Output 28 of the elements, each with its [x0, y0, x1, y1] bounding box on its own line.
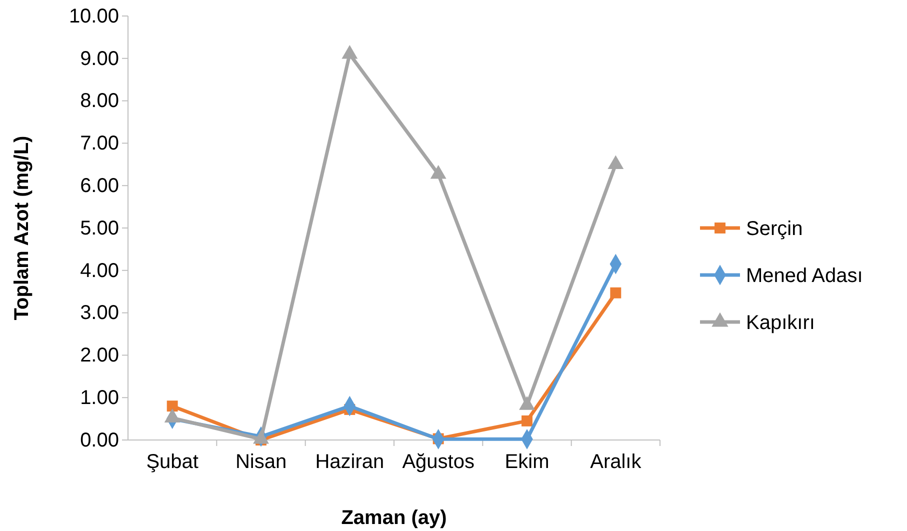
point [522, 415, 532, 426]
x-tick-label: Aralık [590, 451, 642, 474]
y-tick-label: 3.00 [80, 302, 119, 324]
legend-label: Mened Adası [746, 265, 863, 287]
y-tick-label: 4.00 [80, 260, 119, 282]
point [430, 164, 446, 179]
y-tick-label: 1.00 [80, 387, 119, 409]
y-tick-label: 6.00 [80, 175, 119, 197]
x-tick-label: Nisan [235, 451, 287, 474]
y-axis-title: Toplam Azot (mg/L) [11, 136, 33, 320]
x-tick-label: Ağustos [402, 451, 474, 474]
legend-label: Kapıkırı [746, 312, 815, 334]
x-tick-label: Şubat [146, 451, 199, 474]
y-tick-label: 10.00 [68, 5, 119, 28]
y-tick-label: 2.00 [80, 344, 119, 367]
x-tick-label: Ekim [504, 451, 550, 474]
y-tick-label: 5.00 [80, 217, 119, 240]
legend-label: Serçin [746, 218, 803, 240]
point [166, 400, 178, 412]
x-tick-label: Haziran [315, 451, 384, 474]
y-tick-label: 8.00 [80, 90, 119, 112]
y-tick-label: 7.00 [80, 132, 119, 155]
y-tick-label: 0.00 [80, 429, 119, 452]
point [610, 287, 622, 298]
point [608, 155, 624, 169]
y-tick-label: 9.00 [80, 48, 119, 70]
x-axis-title: Zaman (ay) [341, 507, 447, 529]
point [342, 44, 358, 59]
